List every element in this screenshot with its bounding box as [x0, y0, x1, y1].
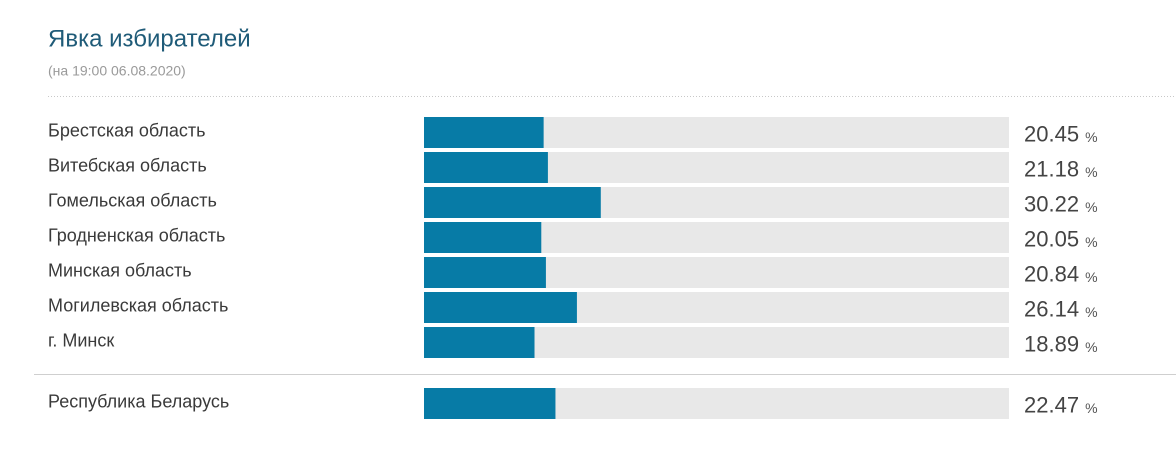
row-label: Гомельская область — [48, 190, 217, 210]
bar — [424, 327, 535, 358]
bar — [424, 222, 542, 253]
unit-label: % — [1085, 304, 1097, 320]
row-label: Минская область — [48, 260, 192, 280]
row-label: Республика Беларусь — [48, 391, 229, 411]
row-label: Витебская область — [48, 155, 207, 175]
value-label: 20.84 — [1024, 261, 1079, 286]
unit-label: % — [1085, 199, 1097, 215]
bar — [424, 388, 556, 419]
unit-label: % — [1085, 234, 1097, 250]
value-label: 30.22 — [1024, 191, 1079, 216]
value-label: 20.05 — [1024, 226, 1079, 251]
unit-label: % — [1085, 400, 1097, 416]
chart-subtitle: (на 19:00 06.08.2020) — [48, 63, 186, 79]
value-label: 18.89 — [1024, 331, 1079, 356]
row-label: Гродненская область — [48, 225, 225, 245]
bar — [424, 187, 601, 218]
bar — [424, 257, 546, 288]
value-label: 26.14 — [1024, 296, 1079, 321]
row-label: Брестская область — [48, 120, 206, 140]
value-label: 20.45 — [1024, 121, 1079, 146]
unit-label: % — [1085, 269, 1097, 285]
chart-title: Явка избирателей — [48, 25, 251, 52]
unit-label: % — [1085, 164, 1097, 180]
bar — [424, 292, 577, 323]
value-label: 22.47 — [1024, 392, 1079, 417]
unit-label: % — [1085, 129, 1097, 145]
unit-label: % — [1085, 339, 1097, 355]
bar — [424, 117, 544, 148]
row-label: Могилевская область — [48, 295, 228, 315]
value-label: 21.18 — [1024, 156, 1079, 181]
row-label: г. Минск — [48, 330, 114, 350]
bar — [424, 152, 548, 183]
